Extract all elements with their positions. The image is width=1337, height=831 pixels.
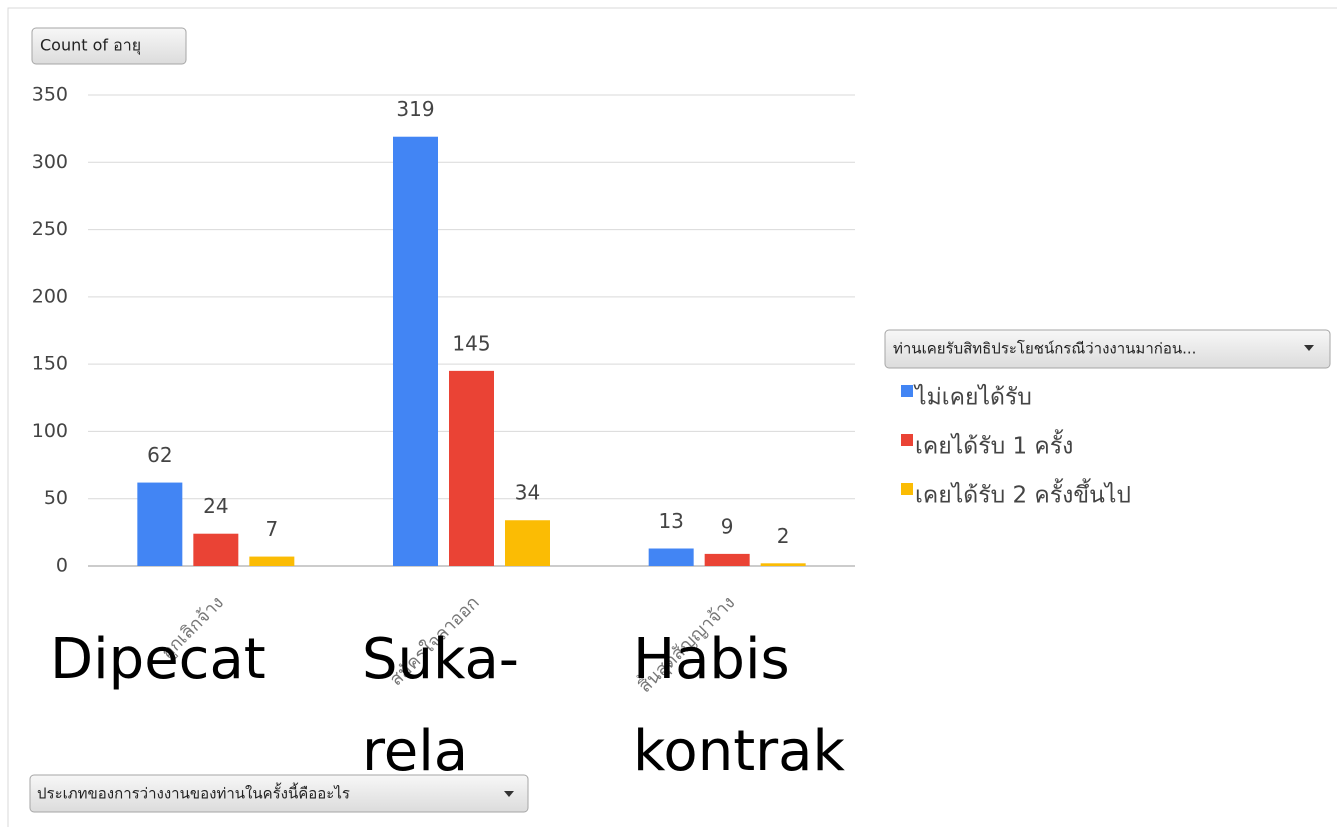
legend-field-label: ท่านเคยรับสิทธิประโยชน์กรณีว่างงานมาก่อน… xyxy=(893,340,1196,358)
value-field-button[interactable] xyxy=(31,27,187,65)
value-label: 34 xyxy=(515,481,540,505)
bar xyxy=(760,563,806,566)
value-field-label: Count of อายุ xyxy=(40,36,141,56)
bar xyxy=(137,482,183,566)
bar xyxy=(393,136,438,566)
legend-swatch xyxy=(901,483,913,495)
legend-swatch xyxy=(901,385,913,397)
bar xyxy=(449,370,494,566)
y-tick-label: 150 xyxy=(32,353,68,375)
bar xyxy=(193,533,239,566)
chart-frame xyxy=(7,7,1337,831)
y-tick-label: 0 xyxy=(56,555,68,577)
y-tick-label: 350 xyxy=(32,84,68,106)
annotation: Dipecat xyxy=(50,627,266,692)
bar xyxy=(505,520,550,566)
legend-label: เคยได้รับ 1 ครั้ง xyxy=(915,430,1073,460)
value-label: 24 xyxy=(203,494,228,518)
legend-swatch xyxy=(901,434,913,446)
bar xyxy=(648,548,694,566)
legend-field-button[interactable] xyxy=(884,329,1331,369)
bar xyxy=(704,553,750,566)
y-tick-label: 100 xyxy=(32,420,68,442)
annotation: kontrak xyxy=(633,719,845,784)
y-tick-label: 250 xyxy=(32,218,68,240)
dropdown-arrow[interactable] xyxy=(504,791,514,797)
value-label: 2 xyxy=(777,524,790,548)
annotation: Habis xyxy=(633,627,790,692)
value-label: 62 xyxy=(147,443,172,467)
legend-label: ไม่เคยได้รับ xyxy=(913,384,1032,411)
dropdown-arrow[interactable] xyxy=(1304,345,1314,351)
y-tick-label: 50 xyxy=(44,487,68,509)
value-label: 13 xyxy=(658,509,683,533)
bar xyxy=(249,556,295,566)
annotation: rela xyxy=(362,719,468,784)
y-tick-label: 300 xyxy=(32,151,68,173)
value-label: 9 xyxy=(721,514,734,538)
value-label: 7 xyxy=(265,517,278,541)
axis-field-button[interactable] xyxy=(29,774,529,813)
axis-field-label: ประเภทของการว่างงานของท่านในครั้งนี้คืออ… xyxy=(37,783,350,803)
y-tick-label: 200 xyxy=(32,285,68,307)
annotation: Suka- xyxy=(362,627,519,692)
value-label: 319 xyxy=(396,97,434,121)
legend-label: เคยได้รับ 2 ครั้งขึ้นไป xyxy=(915,479,1131,509)
value-label: 145 xyxy=(452,331,490,355)
